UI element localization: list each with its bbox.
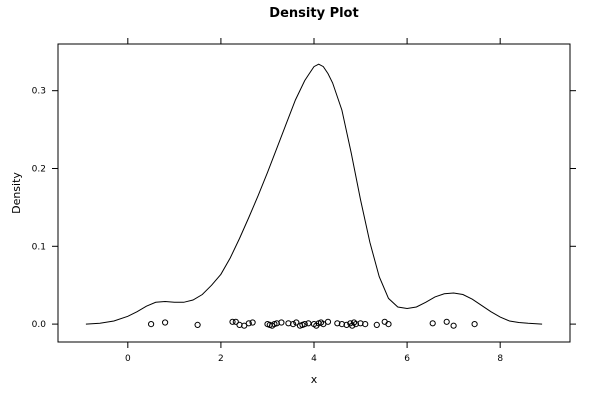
y-tick-label: 0.2	[32, 164, 46, 174]
y-axis-label: Density	[10, 172, 23, 214]
rug-point	[352, 321, 359, 328]
rug-point	[245, 320, 252, 327]
density-curve	[85, 63, 543, 325]
x-axis-label: x	[311, 373, 318, 386]
rug-point	[241, 322, 248, 329]
x-tick-label: 8	[497, 354, 503, 364]
chart-title: Density Plot	[269, 6, 358, 21]
rug-point	[343, 321, 350, 328]
rug-point	[249, 319, 256, 326]
rug-point	[232, 318, 239, 325]
rug-point	[334, 320, 341, 327]
rug-point	[148, 321, 155, 328]
rug-point	[450, 322, 457, 329]
rug-point	[320, 321, 327, 328]
rug-point	[278, 319, 285, 326]
plot-marks	[85, 63, 543, 329]
rug-point	[429, 320, 436, 327]
axis-tick-labels: 0 2 4 6 8 0.0 0.1 0.2 0.3	[32, 87, 504, 364]
rug-point	[305, 320, 312, 327]
y-tick-label: 0.1	[32, 242, 46, 252]
rug-point	[362, 321, 369, 328]
y-tick-label: 0.0	[32, 320, 47, 330]
rug-point	[324, 318, 332, 325]
rug-point	[162, 319, 169, 326]
rug-point	[290, 321, 297, 328]
x-tick-label: 2	[218, 354, 224, 364]
x-tick-label: 4	[311, 354, 317, 364]
x-tick-label: 0	[125, 354, 131, 364]
rug-point	[273, 320, 280, 327]
x-tick-label: 6	[404, 354, 410, 364]
rug-point	[471, 321, 478, 328]
plot-area-frame	[57, 43, 571, 343]
rug-point	[443, 318, 450, 325]
rug-point	[293, 319, 300, 326]
rug-point	[350, 319, 358, 326]
rug-point	[385, 321, 392, 328]
axis-ticks	[52, 38, 576, 348]
y-tick-label: 0.3	[32, 87, 46, 97]
rug-point	[301, 321, 308, 328]
rug-point	[373, 321, 380, 328]
rug-point	[349, 322, 356, 329]
rug-point	[194, 321, 201, 328]
rug-point	[229, 318, 236, 325]
